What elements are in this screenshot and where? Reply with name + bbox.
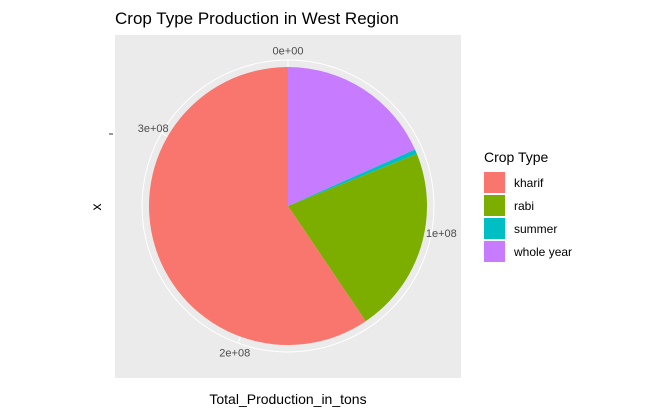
legend-label-kharif: kharif (514, 176, 544, 190)
legend: Crop Type kharif rabi summer whole year (484, 149, 572, 262)
legend-label-rabi: rabi (514, 199, 534, 213)
legend-label-whole-year: whole year (513, 245, 572, 259)
legend-swatch-summer (484, 218, 505, 239)
pie-slices (149, 67, 428, 345)
pie-slice-whole-year (288, 67, 415, 206)
theta-tick-labels: 0e+00 1e+08 2e+08 3e+08 (138, 45, 457, 359)
legend-swatch-kharif (484, 172, 505, 193)
legend-label-summer: summer (514, 222, 557, 236)
pie-slice-kharif (149, 67, 366, 345)
chart-title: Crop Type Production in West Region (115, 9, 399, 28)
legend-swatch-whole-year (484, 241, 505, 262)
y-axis-title: x (88, 204, 104, 211)
pie-slice-rabi (288, 153, 428, 322)
legend-title: Crop Type (484, 149, 549, 165)
theta-tick-label: 0e+00 (273, 45, 304, 57)
theta-tick-label: 1e+08 (426, 228, 457, 240)
pie-slice-summer (288, 149, 417, 206)
x-axis-title: Total_Production_in_tons (209, 391, 366, 407)
theta-tick-label: 3e+08 (138, 123, 169, 135)
legend-swatch-rabi (484, 195, 505, 216)
theta-tick-label: 2e+08 (219, 347, 250, 359)
